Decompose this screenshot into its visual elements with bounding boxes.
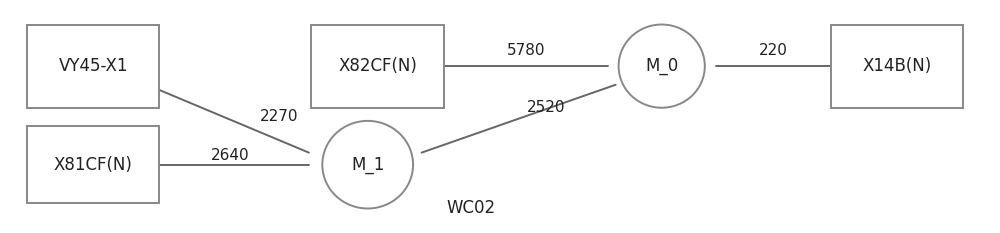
Text: 5780: 5780 <box>507 43 546 58</box>
Text: M_0: M_0 <box>645 57 678 75</box>
Ellipse shape <box>322 121 413 209</box>
FancyBboxPatch shape <box>27 126 159 203</box>
Text: X81CF(N): X81CF(N) <box>54 156 133 174</box>
Text: 2520: 2520 <box>526 100 565 115</box>
FancyBboxPatch shape <box>27 24 159 108</box>
FancyBboxPatch shape <box>831 24 963 108</box>
Text: 2270: 2270 <box>260 109 298 124</box>
Text: X82CF(N): X82CF(N) <box>338 57 417 75</box>
Ellipse shape <box>619 24 705 108</box>
FancyBboxPatch shape <box>311 24 444 108</box>
Text: 220: 220 <box>759 43 788 58</box>
Text: WC02: WC02 <box>446 199 495 217</box>
Text: 2640: 2640 <box>211 148 250 163</box>
Text: X14B(N): X14B(N) <box>862 57 932 75</box>
Text: VY45-X1: VY45-X1 <box>59 57 128 75</box>
Text: M_1: M_1 <box>351 156 384 174</box>
